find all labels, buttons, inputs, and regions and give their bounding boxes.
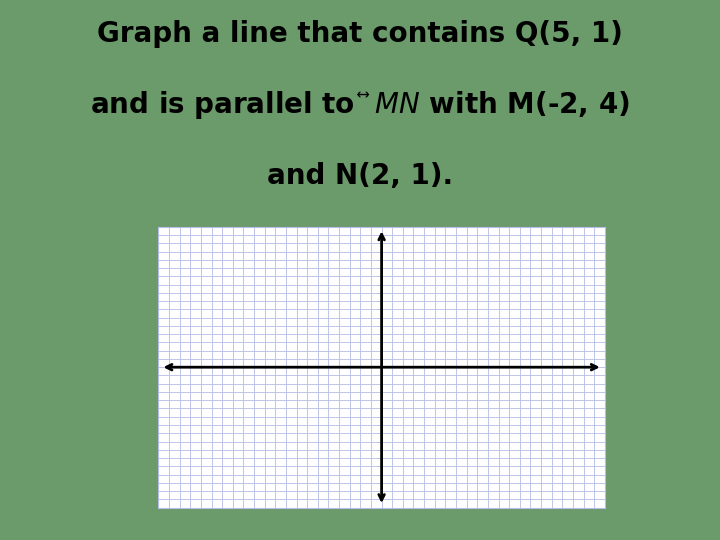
Text: and N(2, 1).: and N(2, 1). [267,161,453,190]
Text: Graph a line that contains Q(5, 1): Graph a line that contains Q(5, 1) [97,19,623,48]
Text: and is parallel to $\overleftrightarrow{MN}$ with M(-2, 4): and is parallel to $\overleftrightarrow{… [90,89,630,121]
